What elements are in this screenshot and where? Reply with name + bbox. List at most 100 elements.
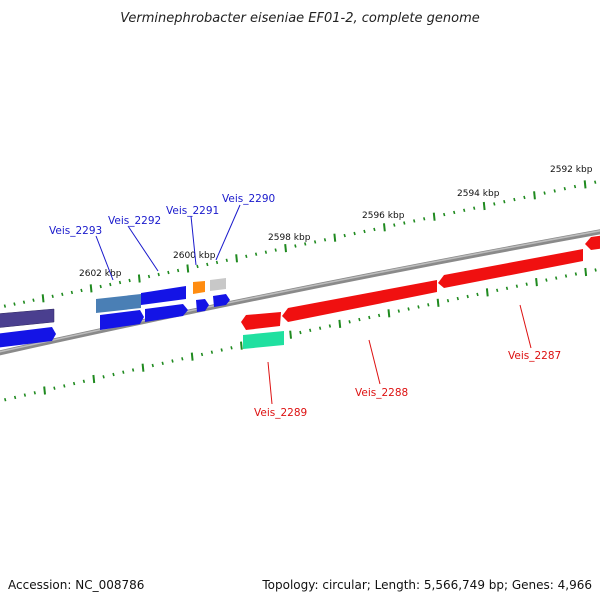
lower-ring-tick [594, 268, 597, 272]
kbp-marker-2594: 2594 kbp [457, 189, 500, 199]
upper-ring-tick [128, 278, 131, 283]
upper-ring-tick [235, 254, 238, 263]
lower-ring-tick [289, 330, 292, 339]
lower-ring-tick [446, 298, 450, 303]
lower-ring-tick [476, 292, 479, 297]
upper-ring-tick [493, 202, 496, 206]
lower-ring-tick [417, 305, 420, 309]
upper-ring-tick [176, 268, 180, 273]
gene-label-veis-2289[interactable]: Veis_2289 [254, 407, 307, 419]
lower-ring-tick [555, 276, 558, 280]
leader-veis-2288 [368, 339, 381, 385]
upper-ring-tick [61, 292, 64, 297]
lower-ring-tick [112, 372, 115, 377]
gene-feature-teal[interactable] [243, 331, 284, 349]
lower-ring-tick [131, 368, 135, 372]
gene-arrow-red-1[interactable] [241, 312, 281, 330]
lower-tick-ring [4, 267, 597, 402]
upper-ring-tick [70, 290, 74, 295]
upper-ring-tick [284, 244, 287, 253]
lower-ring-tick [23, 393, 27, 397]
gene-feature-orange[interactable] [193, 281, 205, 294]
gene-label-veis-2291[interactable]: Veis_2291 [166, 205, 219, 217]
upper-ring-tick [583, 180, 587, 189]
gene-feature-grey[interactable] [210, 278, 226, 291]
leader-veis-2287 [519, 304, 532, 349]
gene-arrow-blue-5[interactable] [213, 294, 230, 307]
upper-ring-tick [463, 208, 466, 213]
lower-ring-tick [485, 288, 489, 297]
upper-ring-tick [393, 223, 396, 227]
upper-ring-tick [403, 221, 406, 225]
gene-arrow-blue-3[interactable] [145, 304, 188, 322]
gene-label-veis-2290[interactable]: Veis_2290 [222, 193, 275, 205]
lower-ring-tick [4, 397, 7, 402]
gene-feature-blue[interactable] [141, 286, 186, 305]
lower-ring-tick [584, 267, 588, 277]
gene-arrow-red-4[interactable] [585, 235, 600, 250]
upper-ring-tick [523, 195, 526, 200]
gene-arrow-blue-4[interactable] [196, 299, 209, 312]
upper-ring-tick [553, 189, 556, 193]
upper-ring-tick [533, 191, 536, 200]
lower-ring-tick [328, 324, 332, 328]
leader-veis-2292 [127, 225, 159, 272]
genome-backbone [0, 229, 600, 356]
lower-ring-tick [220, 348, 223, 352]
gene-arrow-blue-1[interactable] [0, 327, 56, 348]
genome-summary-text: Topology: circular; Length: 5,566,749 bp… [262, 578, 592, 592]
upper-ring-tick [13, 302, 16, 306]
lower-ring-tick [338, 319, 342, 328]
kbp-marker-2602: 2602 kbp [79, 269, 122, 279]
lower-ring-tick [43, 386, 46, 395]
upper-tick-ring [3, 180, 597, 308]
gene-feature-navy[interactable] [0, 308, 55, 328]
upper-ring-tick [294, 244, 297, 248]
upper-ring-tick [137, 274, 141, 283]
upper-ring-tick [563, 186, 566, 191]
lower-ring-tick [92, 374, 96, 384]
gene-arrow-blue-2[interactable] [100, 310, 144, 330]
gene-label-veis-2287[interactable]: Veis_2287 [508, 350, 561, 362]
accession-text: Accession: NC_008786 [8, 578, 145, 592]
lower-ring-tick [535, 278, 538, 287]
upper-ring-tick [473, 206, 476, 210]
upper-ring-tick [323, 238, 327, 242]
gene-label-veis-2292[interactable]: Veis_2292 [108, 215, 161, 227]
upper-ring-tick [363, 229, 366, 234]
lower-ring-tick [436, 298, 440, 307]
upper-ring-tick [3, 304, 7, 308]
leader-veis-2293 [95, 235, 114, 281]
lower-ring-tick [230, 346, 233, 350]
upper-ring-tick [167, 270, 170, 275]
reverse-gene-row [241, 235, 600, 349]
gene-feature-steel[interactable] [96, 294, 141, 313]
upper-ring-tick [423, 217, 426, 221]
upper-ring-tick [313, 240, 317, 244]
upper-ring-tick [432, 212, 436, 221]
upper-ring-tick [443, 212, 446, 217]
lower-ring-tick [151, 363, 154, 368]
upper-ring-tick [413, 219, 416, 223]
lower-ring-tick [82, 379, 86, 384]
lower-ring-tick [407, 307, 410, 311]
middle-gene-row [0, 294, 230, 348]
lower-ring-tick [122, 370, 125, 374]
upper-ring-tick [196, 264, 199, 269]
lower-ring-tick [102, 375, 105, 379]
lower-ring-tick [13, 395, 17, 400]
gene-label-veis-2288[interactable]: Veis_2288 [355, 387, 408, 399]
upper-ring-tick [215, 260, 219, 265]
gene-arrow-red-3[interactable] [438, 249, 583, 288]
lower-ring-tick [574, 272, 578, 276]
lower-ring-tick [505, 286, 509, 291]
gene-label-veis-2293[interactable]: Veis_2293 [49, 225, 102, 237]
lower-ring-tick [63, 384, 66, 388]
gene-arrow-red-2[interactable] [282, 280, 437, 322]
upper-ring-tick [543, 191, 546, 195]
lower-ring-tick [318, 326, 322, 330]
lower-ring-tick [53, 386, 56, 390]
upper-gene-row [0, 278, 226, 328]
lower-ring-tick [161, 361, 164, 366]
